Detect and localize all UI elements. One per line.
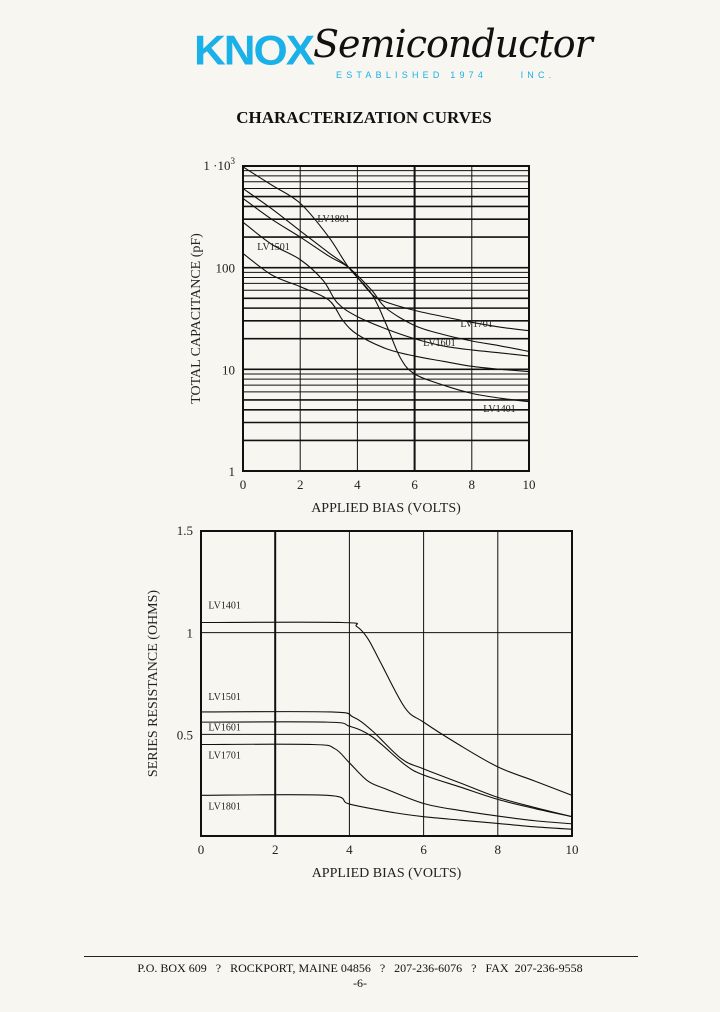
chart1-x-tick-label: 10 xyxy=(523,477,536,492)
chart2-x-tick-label: 6 xyxy=(420,842,427,857)
chart1-x-tick-label: 6 xyxy=(411,477,418,492)
chart1-x-tick-label: 2 xyxy=(297,477,304,492)
chart2-x-tick-label: 2 xyxy=(272,842,279,857)
chart2-x-tick-label: 4 xyxy=(346,842,353,857)
chart1-x-tick-label: 4 xyxy=(354,477,361,492)
chart1-series-label-lv1501: LV1501 xyxy=(257,242,289,253)
chart1-series-line-lv1501 xyxy=(242,253,530,373)
chart2-x-axis-label: APPLIED BIAS (VOLTS) xyxy=(312,866,462,881)
chart2-series-line-lv1501 xyxy=(200,711,573,818)
chart2-y-tick-label: 1 xyxy=(187,626,194,641)
logo-brand: KNOX xyxy=(194,27,315,74)
logo-script: Semiconductor xyxy=(313,22,593,66)
chart2-series-label-lv1501: LV1501 xyxy=(208,692,240,703)
chart1-series-line-lv1701 xyxy=(242,188,530,332)
chart1-series-label-lv1601: LV1601 xyxy=(423,338,455,349)
chart2-x-tick-label: 10 xyxy=(566,842,579,857)
chart2-y-tick-label: 0.5 xyxy=(177,727,193,742)
chart2-y-axis-label: SERIES RESISTANCE (OHMS) xyxy=(146,590,161,777)
superscript: 3 xyxy=(231,156,236,166)
chart1-x-tick-label: 0 xyxy=(240,477,247,492)
chart1-series-label-lv1701: LV1701 xyxy=(460,319,492,330)
chart1-plot-frame xyxy=(242,165,530,472)
chart1-series-label-lv1401: LV1401 xyxy=(483,404,515,415)
chart1-y-tick-label: 1 xyxy=(229,464,236,479)
logo-tagline: ESTABLISHED 1974 INC. xyxy=(336,70,556,80)
page-title: CHARACTERIZATION CURVES xyxy=(236,108,492,127)
chart2-series-line-lv1701 xyxy=(200,743,573,825)
chart2-series-line-lv1401 xyxy=(200,621,573,796)
footer-divider xyxy=(84,956,638,957)
chart1-series-line-lv1401 xyxy=(242,166,530,403)
chart2-series-label-lv1801: LV1801 xyxy=(208,802,240,813)
chart2-series-line-lv1601 xyxy=(200,721,573,818)
chart2-x-tick-label: 0 xyxy=(198,842,205,857)
chart1-x-tick-label: 8 xyxy=(469,477,476,492)
chart2-series-line-lv1801 xyxy=(200,794,573,830)
chart1-y-tick-label: 100 xyxy=(216,261,236,276)
chart2-series-label-lv1401: LV1401 xyxy=(208,600,240,611)
page-number: -6- xyxy=(353,976,367,990)
chart1-series-label-lv1801: LV1801 xyxy=(317,214,349,225)
chart2-plot-frame xyxy=(200,530,573,837)
chart1-series-line-lv1801 xyxy=(242,197,530,352)
chart1-x-axis-label: APPLIED BIAS (VOLTS) xyxy=(311,501,461,516)
chart1-y-tick-label: 1 ·103 xyxy=(203,156,235,173)
chart1-y-tick-label: 10 xyxy=(222,362,235,377)
chart2-x-tick-label: 8 xyxy=(495,842,502,857)
chart2-series-label-lv1601: LV1601 xyxy=(208,722,240,733)
chart1-series-line-lv1601 xyxy=(242,221,530,357)
chart1-y-axis-label: TOTAL CAPACITANCE (pF) xyxy=(189,233,204,404)
chart2-series-label-lv1701: LV1701 xyxy=(208,751,240,762)
footer-address: P.O. BOX 609 ? ROCKPORT, MAINE 04856 ? 2… xyxy=(137,961,583,975)
chart2-y-tick-label: 1.5 xyxy=(177,523,193,538)
